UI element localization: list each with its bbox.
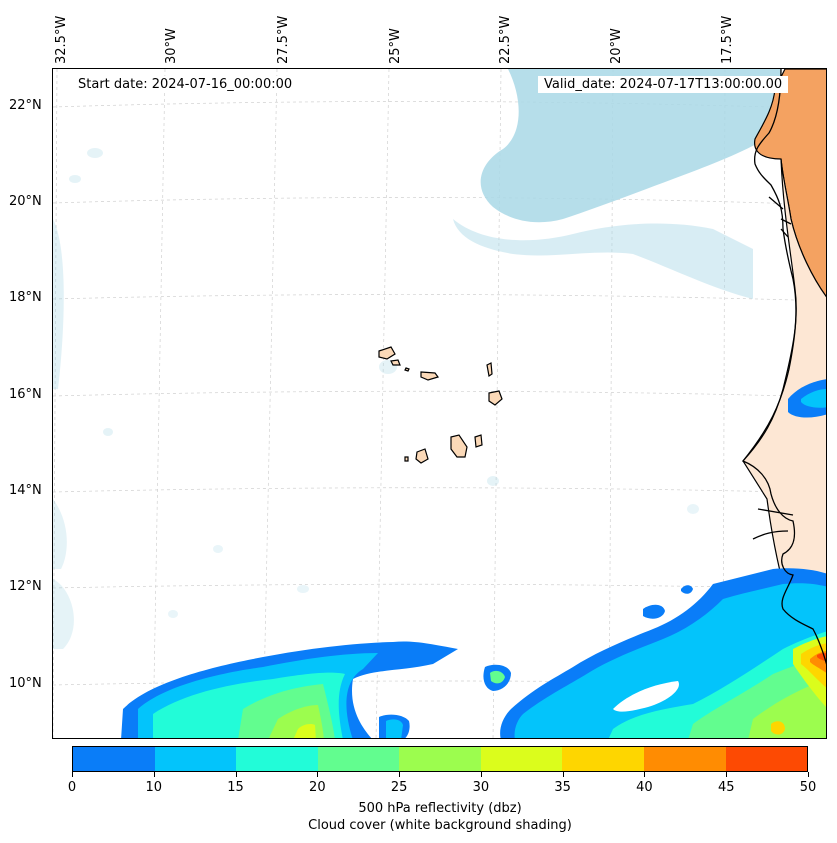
colorbar-segment-0 <box>73 747 155 771</box>
lat-label-14n: 14°N <box>9 483 42 498</box>
lat-label-10n: 10°N <box>9 676 42 691</box>
colorbar-tick-label-2: 15 <box>227 780 244 795</box>
start-date-label: Start date: 2024-07-16_00:00:00 <box>72 76 299 93</box>
colorbar-segment-1 <box>154 747 237 771</box>
reflectivity-colorbar <box>72 746 808 772</box>
lon-label-30w: 30°W <box>164 28 179 64</box>
lon-label-20w: 20°W <box>609 28 624 64</box>
lat-label-12n: 12°N <box>9 579 42 594</box>
colorbar-tick-1 <box>153 772 155 777</box>
colorbar-tick-label-8: 45 <box>717 780 735 795</box>
lon-label-27.5w: 27.5°W <box>276 15 291 64</box>
colorbar-segment-2 <box>236 747 318 771</box>
lat-label-18n: 18°N <box>9 290 42 305</box>
colorbar-title-line1: 500 hPa reflectivity (dbz) <box>358 801 522 816</box>
colorbar-tick-2 <box>235 772 237 777</box>
lat-label-22n: 22°N <box>9 98 42 113</box>
colorbar-tick-label-5: 30 <box>472 780 490 795</box>
colorbar-tick-5 <box>480 772 482 777</box>
colorbar-tick-label-0: 0 <box>67 780 77 795</box>
colorbar-tick-label-7: 40 <box>636 780 653 795</box>
colorbar-tick-3 <box>317 772 319 777</box>
lon-label-32.5w: 32.5°W <box>54 15 69 64</box>
lon-label-22.5w: 22.5°W <box>498 15 513 64</box>
valid-date-label: Valid_date: 2024-07-17T13:00:00.00 <box>538 76 789 93</box>
colorbar-segment-4 <box>399 747 481 771</box>
colorbar-segment-8 <box>725 747 808 771</box>
lon-label-25w: 25°W <box>388 28 403 64</box>
map-panel[interactable] <box>52 68 827 739</box>
reflectivity-contours <box>121 379 826 738</box>
colorbar-tick-label-1: 10 <box>145 780 163 795</box>
colorbar-segment-7 <box>643 747 726 771</box>
lat-label-16n: 16°N <box>9 387 42 402</box>
colorbar-tick-9 <box>808 772 809 777</box>
cape-verde-islands <box>378 346 503 464</box>
colorbar-tick-6 <box>562 772 564 777</box>
coastline <box>741 69 826 665</box>
colorbar-tick-4 <box>399 772 401 777</box>
colorbar-segment-5 <box>480 747 563 771</box>
colorbar-tick-label-4: 25 <box>390 780 408 795</box>
colorbar-tick-label-3: 20 <box>309 780 326 795</box>
colorbar-tick-7 <box>644 772 646 777</box>
colorbar-segment-3 <box>317 747 400 771</box>
lon-label-17.5w: 17.5°W <box>720 15 735 64</box>
cloud-cover <box>53 69 781 649</box>
colorbar-tick-8 <box>726 772 728 777</box>
colorbar-segment-6 <box>562 747 644 771</box>
colorbar-tick-0 <box>72 772 73 777</box>
map-canvas <box>53 69 826 738</box>
lat-label-20n: 20°N <box>9 194 42 209</box>
colorbar-tick-label-9: 50 <box>799 780 817 795</box>
colorbar-title-line2: Cloud cover (white background shading) <box>308 818 572 833</box>
colorbar-tick-label-6: 35 <box>554 780 571 795</box>
